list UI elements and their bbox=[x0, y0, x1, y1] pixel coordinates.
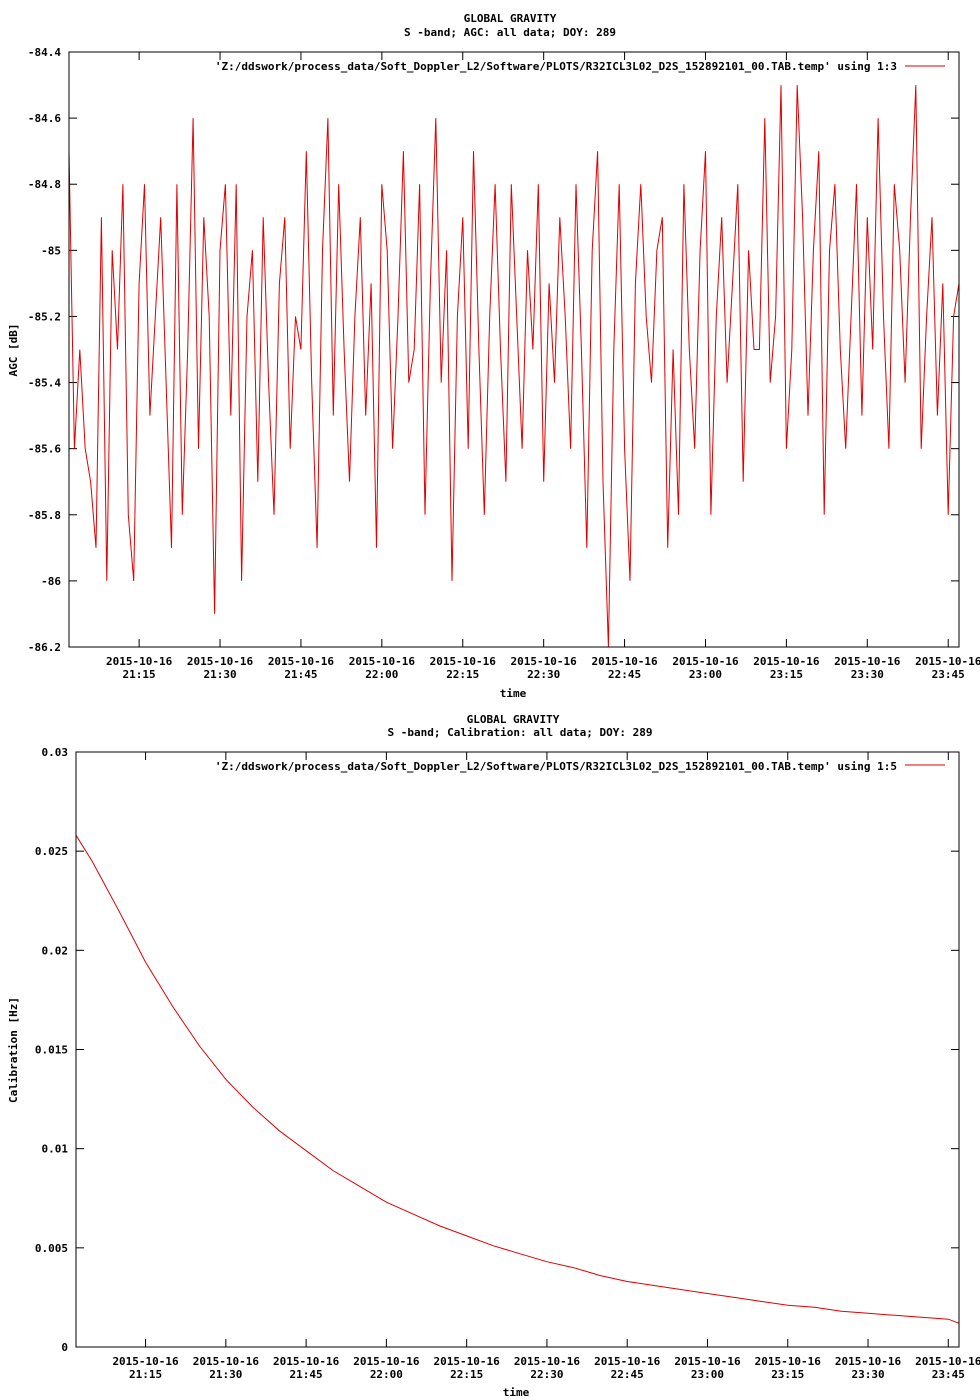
x-tick-date-label: 2015-10-16 bbox=[591, 655, 658, 668]
calibration-axis-ticks: 0.030.0250.020.0150.010.00502015-10-1621… bbox=[35, 746, 980, 1381]
x-tick-date-label: 2015-10-16 bbox=[915, 655, 980, 668]
x-tick-date-label: 2015-10-16 bbox=[672, 655, 739, 668]
agc-y-axis-label: AGC [dB] bbox=[7, 324, 20, 377]
x-tick-date-label: 2015-10-16 bbox=[430, 655, 497, 668]
agc-plot-area bbox=[68, 85, 960, 648]
x-tick-date-label: 2015-10-16 bbox=[187, 655, 254, 668]
x-tick-date-label: 2015-10-16 bbox=[511, 655, 578, 668]
y-tick-label: -86.2 bbox=[28, 641, 61, 654]
x-tick-time-label: 22:30 bbox=[530, 1368, 563, 1381]
agc-axis-ticks: -84.4 -84.6 -84.8 -85 -85.2 -85.4 -85.6 -85.8 -8… bbox=[28, 46, 980, 681]
y-tick-label: -85.2 bbox=[28, 310, 61, 323]
calibration-y-axis-label: Calibration [Hz] bbox=[7, 997, 20, 1103]
y-tick-label: -84.4 bbox=[28, 46, 61, 59]
x-tick-time-label: 23:45 bbox=[932, 1368, 965, 1381]
y-tick-label: -85 bbox=[41, 244, 61, 257]
x-tick-time-label: 23:45 bbox=[932, 668, 965, 681]
x-tick-time-label: 22:00 bbox=[370, 1368, 403, 1381]
x-tick-time-label: 23:30 bbox=[851, 1368, 884, 1381]
x-tick-date-label: 2015-10-16 bbox=[273, 1355, 340, 1368]
calibration-plot-area bbox=[75, 835, 960, 1324]
series-line bbox=[68, 85, 960, 648]
x-tick-time-label: 22:45 bbox=[608, 668, 641, 681]
y-tick-label: 0.02 bbox=[42, 944, 69, 957]
calibration-chart: GLOBAL GRAVITY S -band; Calibration: all… bbox=[7, 713, 980, 1399]
y-tick-label: 0 bbox=[61, 1341, 68, 1354]
y-tick-label: -84.6 bbox=[28, 112, 61, 125]
x-tick-date-label: 2015-10-16 bbox=[193, 1355, 260, 1368]
x-tick-time-label: 22:15 bbox=[446, 668, 479, 681]
y-tick-label: 0.01 bbox=[42, 1143, 69, 1156]
x-tick-time-label: 22:30 bbox=[527, 668, 560, 681]
y-tick-label: 0.03 bbox=[42, 746, 69, 759]
x-tick-time-label: 21:30 bbox=[203, 668, 236, 681]
y-tick-label: 0.005 bbox=[35, 1242, 68, 1255]
x-tick-date-label: 2015-10-16 bbox=[835, 1355, 902, 1368]
x-tick-date-label: 2015-10-16 bbox=[106, 655, 173, 668]
x-tick-time-label: 22:45 bbox=[611, 1368, 644, 1381]
y-tick-label: -84.8 bbox=[28, 178, 61, 191]
calibration-plot-frame bbox=[75, 751, 960, 1348]
calibration-legend-label: 'Z:/ddswork/process_data/Soft_Doppler_L2… bbox=[215, 760, 897, 773]
x-tick-time-label: 23:30 bbox=[851, 668, 884, 681]
x-tick-date-label: 2015-10-16 bbox=[268, 655, 335, 668]
x-tick-time-label: 23:00 bbox=[689, 668, 722, 681]
agc-chart-subtitle: S -band; AGC: all data; DOY: 289 bbox=[404, 26, 616, 39]
y-tick-label: 0.025 bbox=[35, 845, 68, 858]
agc-plot-frame bbox=[68, 51, 960, 648]
y-tick-label: -85.6 bbox=[28, 443, 61, 456]
x-tick-time-label: 21:15 bbox=[129, 1368, 162, 1381]
y-tick-label: -85.8 bbox=[28, 509, 61, 522]
y-tick-label: 0.015 bbox=[35, 1044, 68, 1057]
x-tick-date-label: 2015-10-16 bbox=[434, 1355, 501, 1368]
x-tick-time-label: 23:15 bbox=[771, 1368, 804, 1381]
x-tick-date-label: 2015-10-16 bbox=[755, 1355, 822, 1368]
x-tick-time-label: 21:45 bbox=[290, 1368, 323, 1381]
x-tick-time-label: 21:30 bbox=[209, 1368, 242, 1381]
x-tick-date-label: 2015-10-16 bbox=[915, 1355, 980, 1368]
agc-x-axis-label: time bbox=[500, 687, 527, 700]
x-tick-time-label: 21:45 bbox=[284, 668, 317, 681]
calibration-chart-subtitle: S -band; Calibration: all data; DOY: 289 bbox=[388, 726, 653, 739]
series-line bbox=[75, 835, 960, 1324]
x-tick-date-label: 2015-10-16 bbox=[112, 1355, 179, 1368]
y-tick-label: -86 bbox=[41, 575, 61, 588]
calibration-chart-title: GLOBAL GRAVITY bbox=[467, 713, 560, 726]
agc-chart: GLOBAL GRAVITY S -band; AGC: all data; D… bbox=[7, 12, 980, 700]
agc-chart-title: GLOBAL GRAVITY bbox=[464, 12, 557, 25]
x-tick-time-label: 22:15 bbox=[450, 1368, 483, 1381]
x-tick-date-label: 2015-10-16 bbox=[753, 655, 820, 668]
x-tick-time-label: 21:15 bbox=[123, 668, 156, 681]
x-tick-date-label: 2015-10-16 bbox=[349, 655, 416, 668]
x-tick-time-label: 23:00 bbox=[691, 1368, 724, 1381]
x-tick-time-label: 23:15 bbox=[770, 668, 803, 681]
agc-legend-label: 'Z:/ddswork/process_data/Soft_Doppler_L2… bbox=[215, 60, 897, 73]
x-tick-date-label: 2015-10-16 bbox=[353, 1355, 420, 1368]
x-tick-date-label: 2015-10-16 bbox=[674, 1355, 741, 1368]
y-tick-label: -85.4 bbox=[28, 377, 61, 390]
x-tick-date-label: 2015-10-16 bbox=[514, 1355, 581, 1368]
x-tick-date-label: 2015-10-16 bbox=[594, 1355, 661, 1368]
x-tick-date-label: 2015-10-16 bbox=[834, 655, 901, 668]
calibration-x-axis-label: time bbox=[503, 1386, 530, 1399]
x-tick-time-label: 22:00 bbox=[365, 668, 398, 681]
